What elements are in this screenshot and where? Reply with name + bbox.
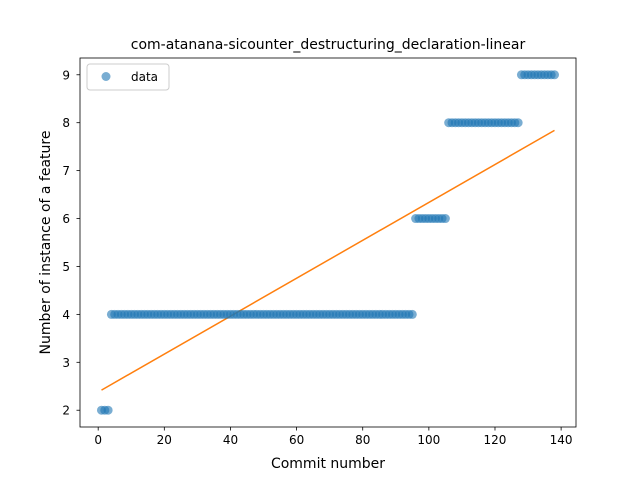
- x-tick-label: 100: [417, 433, 440, 447]
- axes-layer: 0 20 40 60 80 100 120 140 2 3 4 5 6 7 8 9: [62, 57, 577, 447]
- fit-line-layer: [101, 129, 555, 391]
- data-points-layer: [96, 70, 560, 415]
- legend-marker: [101, 72, 111, 81]
- y-tick-label: 5: [62, 260, 70, 274]
- x-tick-label: 0: [94, 433, 102, 447]
- data-point: [550, 70, 560, 80]
- y-axis-label: Number of instance of a feature: [38, 131, 54, 355]
- x-tick-label: 60: [289, 433, 304, 447]
- x-axis-label: Commit number: [271, 456, 385, 472]
- y-tick-label: 8: [62, 116, 70, 130]
- x-tick-label: 40: [223, 433, 238, 447]
- y-tick-label: 7: [62, 164, 70, 178]
- data-point: [513, 118, 523, 128]
- x-tick-label: 80: [355, 433, 370, 447]
- axes-frame: [79, 57, 577, 428]
- y-tick-label: 6: [62, 212, 70, 226]
- y-tick-label: 3: [62, 356, 70, 370]
- data-point: [407, 309, 417, 319]
- y-tick-label: 4: [62, 308, 70, 322]
- fit-line: [101, 129, 555, 391]
- legend: data: [86, 63, 170, 91]
- chart-title: com-atanana-sicounter_destructuring_decl…: [131, 37, 526, 53]
- x-tick-label: 140: [550, 433, 573, 447]
- x-tick-label: 120: [484, 433, 507, 447]
- y-tick-label: 9: [62, 68, 70, 82]
- data-point: [440, 214, 450, 224]
- x-tick-label: 20: [157, 433, 172, 447]
- plot-area: [80, 58, 576, 427]
- legend-frame: [86, 63, 170, 91]
- y-tick-label: 2: [62, 404, 70, 418]
- legend-label-data: data: [131, 70, 158, 84]
- data-point: [103, 405, 113, 415]
